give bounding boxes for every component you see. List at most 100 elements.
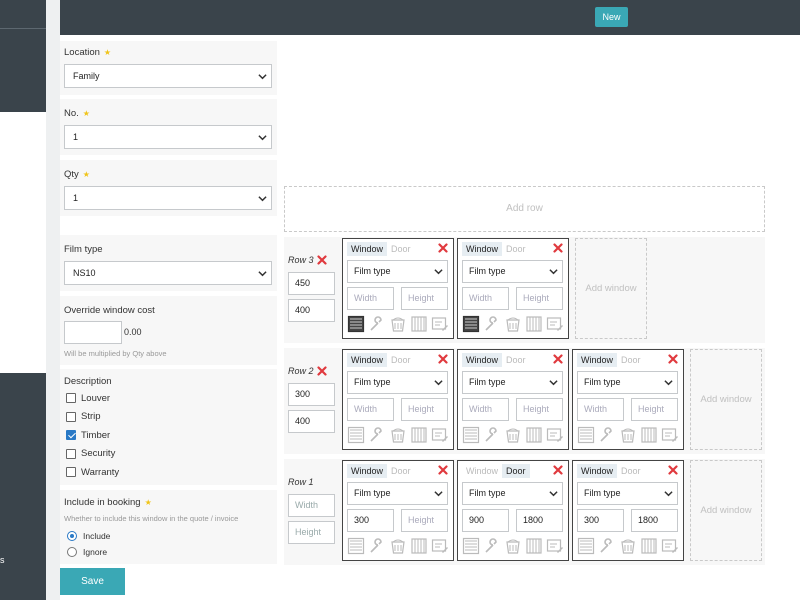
tab-window[interactable]: Window — [466, 466, 499, 476]
bucket-icon[interactable] — [389, 315, 407, 333]
note-icon[interactable] — [661, 426, 679, 444]
bucket-icon[interactable] — [619, 426, 637, 444]
tab-door[interactable]: Door — [506, 355, 526, 365]
row-height-input[interactable]: 400 — [288, 410, 335, 433]
booking-option-ignore[interactable]: Ignore — [67, 544, 110, 560]
window-film-select[interactable]: Film type — [347, 371, 448, 394]
window-width-input[interactable]: 300 — [577, 509, 624, 532]
note-icon[interactable] — [546, 537, 564, 555]
tool-icon[interactable] — [483, 426, 501, 444]
tool-icon[interactable] — [368, 315, 386, 333]
grille-icon[interactable] — [410, 315, 428, 333]
grille-icon[interactable] — [640, 537, 658, 555]
checkbox[interactable] — [66, 393, 76, 404]
add-window-button[interactable]: Add window — [575, 238, 647, 339]
delete-row-icon[interactable] — [316, 255, 327, 265]
window-width-input[interactable]: Width — [347, 287, 394, 310]
louver-icon[interactable] — [462, 315, 480, 333]
delete-window-icon[interactable] — [553, 465, 563, 475]
row-width-input[interactable]: Width — [288, 494, 335, 517]
add-row-button[interactable]: Add row — [284, 186, 765, 232]
louver-icon[interactable] — [347, 426, 365, 444]
louver-icon[interactable] — [577, 537, 595, 555]
bucket-icon[interactable] — [619, 537, 637, 555]
window-height-input[interactable]: Height — [516, 287, 563, 310]
delete-window-icon[interactable] — [553, 243, 563, 253]
note-icon[interactable] — [546, 426, 564, 444]
checkbox[interactable] — [66, 430, 76, 441]
delete-row-icon[interactable] — [316, 366, 327, 376]
note-icon[interactable] — [431, 426, 449, 444]
tab-window[interactable]: Window — [347, 464, 388, 478]
checkbox[interactable] — [66, 448, 76, 459]
louver-icon[interactable] — [347, 537, 365, 555]
grille-icon[interactable] — [525, 315, 543, 333]
checkbox[interactable] — [66, 467, 76, 478]
qty-select[interactable]: 1 — [64, 186, 272, 210]
window-film-select[interactable]: Film type — [462, 260, 563, 283]
window-film-select[interactable]: Film type — [462, 371, 563, 394]
row-height-input[interactable]: Height — [288, 521, 335, 544]
add-window-button[interactable]: Add window — [690, 460, 762, 561]
louver-icon[interactable] — [462, 426, 480, 444]
film-type-select[interactable]: NS10 — [64, 261, 272, 285]
tab-door[interactable]: Door — [391, 244, 411, 254]
louver-icon[interactable] — [462, 537, 480, 555]
bucket-icon[interactable] — [389, 426, 407, 444]
grille-icon[interactable] — [525, 426, 543, 444]
tab-door[interactable]: Door — [621, 466, 641, 476]
bucket-icon[interactable] — [389, 537, 407, 555]
description-option-warranty[interactable]: Warranty — [66, 463, 119, 482]
description-option-louver[interactable]: Louver — [66, 389, 119, 408]
grille-icon[interactable] — [410, 426, 428, 444]
tool-icon[interactable] — [368, 426, 386, 444]
window-width-input[interactable]: 900 — [462, 509, 509, 532]
radio[interactable] — [67, 531, 77, 541]
tab-door[interactable]: Door — [391, 466, 411, 476]
row-height-input[interactable]: 400 — [288, 299, 335, 322]
tool-icon[interactable] — [598, 426, 616, 444]
tab-window[interactable]: Window — [347, 353, 388, 367]
tab-window[interactable]: Window — [577, 464, 618, 478]
description-option-timber[interactable]: Timber — [66, 426, 119, 445]
location-select[interactable]: Family — [64, 64, 272, 88]
window-width-input[interactable]: Width — [347, 398, 394, 421]
save-button[interactable]: Save — [60, 568, 125, 595]
delete-window-icon[interactable] — [668, 465, 678, 475]
tool-icon[interactable] — [598, 537, 616, 555]
delete-window-icon[interactable] — [438, 354, 448, 364]
window-height-input[interactable]: 1800 — [516, 509, 563, 532]
window-film-select[interactable]: Film type — [577, 482, 678, 505]
number-select[interactable]: 1 — [64, 125, 272, 149]
window-width-input[interactable]: Width — [577, 398, 624, 421]
window-film-select[interactable]: Film type — [462, 482, 563, 505]
override-cost-input[interactable] — [64, 321, 122, 344]
note-icon[interactable] — [546, 315, 564, 333]
note-icon[interactable] — [661, 537, 679, 555]
window-height-input[interactable]: Height — [631, 398, 678, 421]
note-icon[interactable] — [431, 315, 449, 333]
booking-option-include[interactable]: Include — [67, 528, 110, 544]
louver-icon[interactable] — [577, 426, 595, 444]
window-film-select[interactable]: Film type — [577, 371, 678, 394]
tool-icon[interactable] — [483, 537, 501, 555]
grille-icon[interactable] — [525, 537, 543, 555]
bucket-icon[interactable] — [504, 537, 522, 555]
tab-door[interactable]: Door — [391, 355, 411, 365]
tab-door[interactable]: Door — [506, 244, 526, 254]
louver-icon[interactable] — [347, 315, 365, 333]
window-width-input[interactable]: Width — [462, 398, 509, 421]
window-width-input[interactable]: 300 — [347, 509, 394, 532]
delete-window-icon[interactable] — [553, 354, 563, 364]
description-option-strip[interactable]: Strip — [66, 408, 119, 427]
checkbox[interactable] — [66, 411, 76, 422]
description-option-security[interactable]: Security — [66, 445, 119, 464]
delete-window-icon[interactable] — [438, 465, 448, 475]
radio[interactable] — [67, 547, 77, 557]
tab-door[interactable]: Door — [502, 464, 530, 478]
tool-icon[interactable] — [368, 537, 386, 555]
grille-icon[interactable] — [410, 537, 428, 555]
window-height-input[interactable]: 1800 — [631, 509, 678, 532]
note-icon[interactable] — [431, 537, 449, 555]
tab-door[interactable]: Door — [621, 355, 641, 365]
